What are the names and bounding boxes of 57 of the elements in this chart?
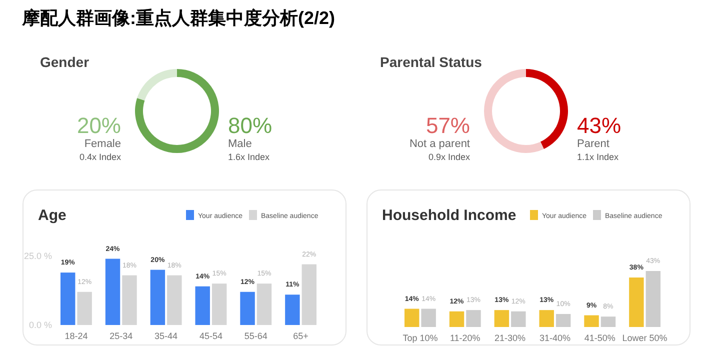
x-tick-label: 21-30%	[494, 333, 526, 343]
bar	[404, 308, 420, 327]
bar	[285, 294, 300, 325]
donut-slice	[526, 69, 568, 150]
chart-title: Parental Status	[380, 54, 482, 70]
bar	[302, 264, 317, 325]
data-label: 57%	[426, 113, 470, 138]
bar	[494, 310, 510, 327]
text: 摩配人群画像:重点人群集中度分析(2/2)	[21, 8, 336, 28]
slice-label: Female	[84, 138, 121, 150]
bar	[600, 316, 616, 327]
x-tick-label: 45-54	[199, 331, 222, 341]
data-label: 20%	[76, 113, 121, 138]
x-tick-label: Lower 50%	[622, 333, 668, 343]
text: 1.6x Index	[228, 152, 270, 162]
bar	[449, 311, 464, 327]
slice-label: Male	[228, 138, 252, 150]
chart-title: Age	[38, 207, 66, 224]
text: 0.4x Index	[79, 152, 122, 162]
bar	[539, 310, 554, 327]
x-tick-label: 11-20%	[450, 333, 480, 343]
text: 1.1x Index	[577, 152, 620, 162]
bar	[511, 311, 526, 327]
bar	[256, 284, 272, 325]
x-tick-label: 35-44	[154, 331, 178, 341]
slice-label: Parent	[577, 138, 610, 150]
bar	[212, 284, 227, 325]
bar	[77, 292, 92, 325]
x-tick-label: Top 10%	[402, 333, 438, 343]
bar	[421, 308, 436, 327]
donut-slice	[137, 69, 177, 100]
slice-label: Not a parent	[409, 138, 470, 150]
x-tick-label: 18-24	[64, 331, 88, 341]
bar	[167, 275, 182, 325]
bar	[629, 278, 644, 327]
text: 0.9x Index	[428, 152, 470, 162]
donut-slice	[135, 69, 219, 153]
x-tick-label: 65+	[293, 331, 308, 341]
bar	[556, 314, 571, 327]
bar	[105, 258, 120, 325]
bar	[122, 275, 137, 325]
bar	[195, 286, 210, 325]
donut-slice	[484, 69, 544, 153]
x-tick-label: 41-50%	[584, 333, 616, 343]
chart-title: Gender	[40, 54, 90, 70]
data-label: 43%	[577, 113, 622, 138]
bar	[150, 270, 166, 325]
x-tick-label: 31-40%	[539, 333, 570, 343]
data-label: 80%	[228, 113, 272, 138]
bar	[240, 292, 255, 325]
x-tick-label: 55-64	[244, 331, 268, 341]
bar	[646, 271, 661, 327]
x-tick-label: 25-34	[110, 331, 133, 341]
bar	[466, 310, 481, 327]
chart-title: Household Income	[382, 207, 516, 224]
bar	[60, 272, 76, 325]
bar	[584, 315, 599, 327]
